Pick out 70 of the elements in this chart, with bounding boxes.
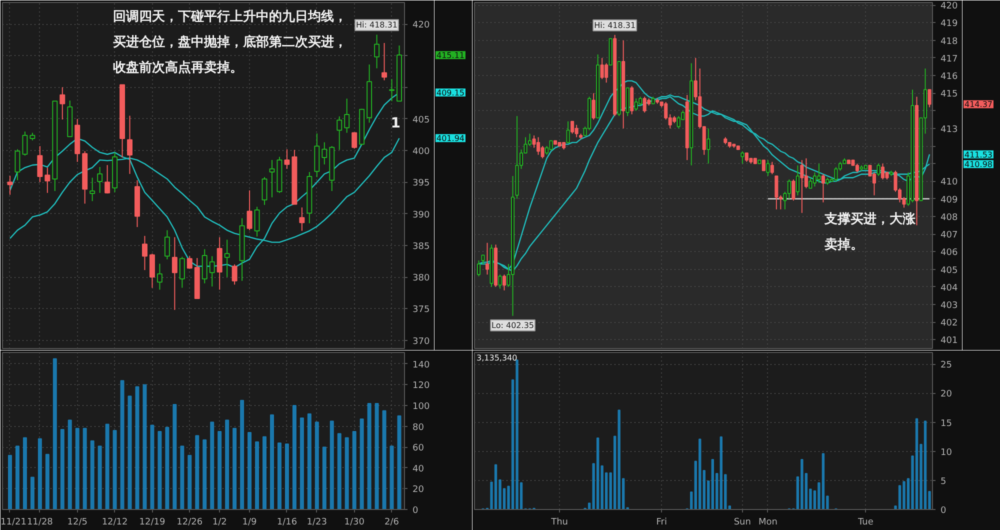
- y-tick-label: 407: [940, 230, 958, 241]
- x-tick-label: 1/9: [242, 518, 258, 528]
- y-tick-label: 420: [412, 20, 430, 31]
- y-tick-label: 380: [412, 274, 430, 284]
- x-tick-label: 12/5: [67, 518, 88, 528]
- annotation: 回调四天，下碰平行上升中的九日均线，买进仓位，盘中抛掉，底部第二次买进，收盘前次高点再卖掉。: [113, 8, 348, 76]
- x-tick-label: 11/21: [0, 518, 26, 528]
- y-tick-label: 405: [940, 266, 958, 276]
- text: 410.98: [964, 160, 992, 170]
- y-tick-label: 20: [412, 485, 424, 496]
- annotation: Hi: 418.31: [356, 20, 398, 30]
- y-tick-label: 413: [940, 124, 958, 135]
- x-tick-label: 12/12: [102, 518, 128, 528]
- y-tick-label: 403: [940, 300, 958, 311]
- x-tick-label: 2/6: [384, 518, 400, 528]
- x-tick-label: 1/30: [344, 518, 365, 528]
- y-tick-label: 418: [940, 36, 958, 47]
- y-tick-label: 0: [940, 506, 946, 516]
- x-tick-label: Fri: [656, 518, 667, 528]
- y-tick-label: 385: [412, 242, 430, 252]
- annotation: Hi: 418.31: [594, 20, 636, 30]
- x-tick-label: 11/28: [26, 518, 54, 528]
- x-tick-label: Sun: [734, 518, 751, 528]
- y-tick-label: 25: [940, 360, 952, 371]
- y-tick-label: 415: [940, 90, 958, 100]
- y-tick-label: 80: [412, 422, 424, 433]
- y-tick-label: 390: [412, 210, 430, 220]
- x-tick-label: 1/16: [276, 518, 298, 528]
- y-tick-label: 417: [940, 54, 958, 64]
- y-tick-label: 40: [412, 464, 424, 474]
- y-tick-label: 140: [412, 360, 430, 370]
- text: 415.11: [436, 51, 464, 60]
- y-tick-label: 100: [412, 402, 430, 412]
- annotation: 支撑买进，大涨卖掉。: [824, 212, 917, 253]
- x-tick-label: Mon: [758, 518, 778, 528]
- y-tick-label: 10: [940, 448, 952, 458]
- annotation: 3,135,340: [476, 354, 518, 362]
- y-tick-label: 120: [412, 381, 430, 392]
- y-tick-label: 406: [940, 248, 958, 258]
- y-tick-label: 0: [412, 506, 418, 516]
- y-tick-label: 405: [412, 115, 430, 126]
- y-tick-label: 401: [940, 336, 958, 346]
- annotation: Lo: 402.35: [492, 320, 534, 330]
- y-tick-label: 395: [412, 178, 430, 189]
- y-tick-label: 420: [940, 2, 958, 12]
- y-tick-label: 419: [940, 19, 958, 30]
- x-tick-label: 1/2: [212, 518, 227, 528]
- y-tick-label: 402: [940, 318, 958, 329]
- text: 414.37: [964, 100, 992, 110]
- x-tick-label: 12/26: [176, 518, 203, 528]
- y-tick-label: 60: [412, 444, 424, 454]
- x-tick-label: 12/19: [139, 518, 166, 528]
- y-tick-label: 15: [940, 418, 952, 429]
- text: 401.94: [436, 134, 464, 144]
- y-tick-label: 375: [412, 305, 430, 316]
- text: 411.53: [964, 150, 992, 160]
- y-tick-label: 20: [940, 390, 952, 400]
- y-tick-label: 5: [940, 476, 946, 487]
- text: 409.15: [436, 88, 464, 98]
- y-tick-label: 400: [412, 147, 430, 158]
- y-tick-label: 410: [940, 178, 958, 188]
- y-tick-label: 416: [940, 72, 958, 82]
- x-tick-label: 1/23: [306, 518, 328, 528]
- x-tick-label: Tue: [857, 518, 874, 528]
- annotation: 1: [390, 115, 401, 132]
- y-tick-label: 404: [940, 283, 958, 294]
- y-tick-label: 408: [940, 212, 958, 223]
- y-tick-label: 370: [412, 336, 430, 347]
- x-tick-label: Thu: [550, 518, 568, 528]
- y-tick-label: 409: [940, 195, 958, 206]
